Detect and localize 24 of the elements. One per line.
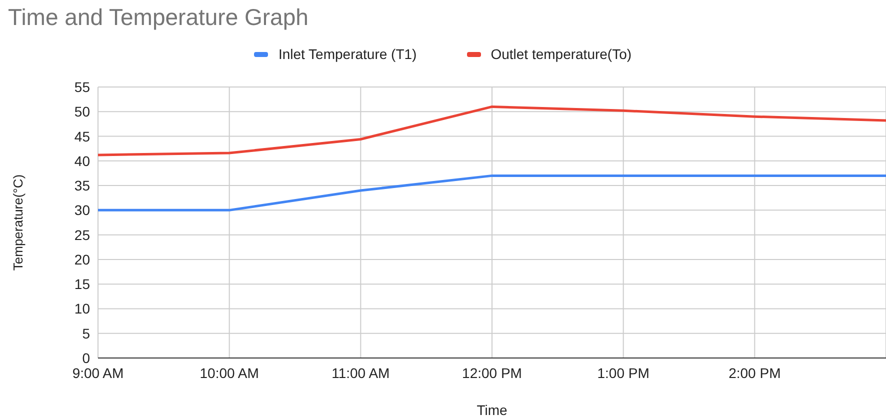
x-axis-title: Time [476, 402, 508, 417]
x-tick-label: 10:00 AM [200, 364, 259, 381]
y-tick-label: 50 [74, 104, 90, 120]
y-axis-title: Temperature(°C) [10, 174, 26, 271]
y-tick-label: 35 [74, 178, 90, 194]
y-tick-label: 5 [82, 325, 90, 342]
y-tick-label: 15 [74, 276, 90, 292]
y-tick-label: 55 [74, 79, 90, 95]
y-tick-label: 0 [82, 350, 90, 366]
legend-label: Inlet Temperature (T1) [278, 46, 417, 62]
y-tick-label: 30 [74, 202, 90, 218]
line-series [98, 105, 886, 156]
x-tick-label: 9:00 AM [72, 364, 124, 381]
x-tick-label: 2:00 PM [728, 364, 781, 381]
x-tick-label: 11:00 AM [332, 364, 390, 381]
y-tick-label: 40 [74, 152, 90, 169]
y-tick-label: 20 [74, 251, 90, 268]
y-tick-label: 25 [74, 226, 90, 243]
y-tick-label: 10 [74, 300, 90, 317]
chart-title: Time and Temperature Graph [8, 4, 308, 31]
x-tick-label: 12:00 PM [462, 364, 522, 381]
y-tick-label: 45 [74, 128, 90, 144]
legend-label: Outlet temperature(To) [490, 46, 632, 62]
x-tick-label: 1:00 PM [597, 364, 650, 381]
